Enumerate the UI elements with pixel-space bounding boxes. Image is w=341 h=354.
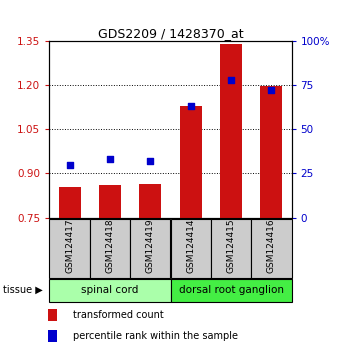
Text: GSM124418: GSM124418	[105, 218, 115, 273]
Title: GDS2209 / 1428370_at: GDS2209 / 1428370_at	[98, 27, 243, 40]
Point	[148, 158, 153, 164]
Text: dorsal root ganglion: dorsal root ganglion	[179, 285, 283, 295]
Text: GSM124417: GSM124417	[65, 218, 74, 273]
Text: transformed count: transformed count	[73, 310, 164, 320]
Bar	[180, 105, 202, 218]
Point	[107, 156, 113, 162]
Bar	[130, 219, 170, 278]
Bar	[99, 185, 121, 218]
Text: GSM124415: GSM124415	[226, 218, 236, 273]
Bar	[49, 219, 90, 278]
Text: percentile rank within the sample: percentile rank within the sample	[73, 331, 238, 341]
Point	[188, 103, 193, 109]
Point	[67, 162, 72, 167]
Bar	[170, 279, 292, 302]
Bar	[48, 330, 57, 342]
Text: tissue ▶: tissue ▶	[3, 285, 43, 295]
Bar	[251, 219, 292, 278]
Text: GSM124419: GSM124419	[146, 218, 155, 273]
Bar	[260, 86, 282, 218]
Text: GSM124416: GSM124416	[267, 218, 276, 273]
Bar	[49, 279, 170, 302]
Text: spinal cord: spinal cord	[81, 285, 139, 295]
Point	[269, 87, 274, 93]
Bar	[139, 184, 161, 218]
Point	[228, 77, 234, 82]
Bar	[170, 219, 211, 278]
Bar	[59, 187, 81, 218]
Bar	[211, 219, 251, 278]
Bar	[90, 219, 130, 278]
Text: GSM124414: GSM124414	[186, 218, 195, 273]
Bar	[48, 309, 57, 321]
Bar	[220, 44, 242, 218]
